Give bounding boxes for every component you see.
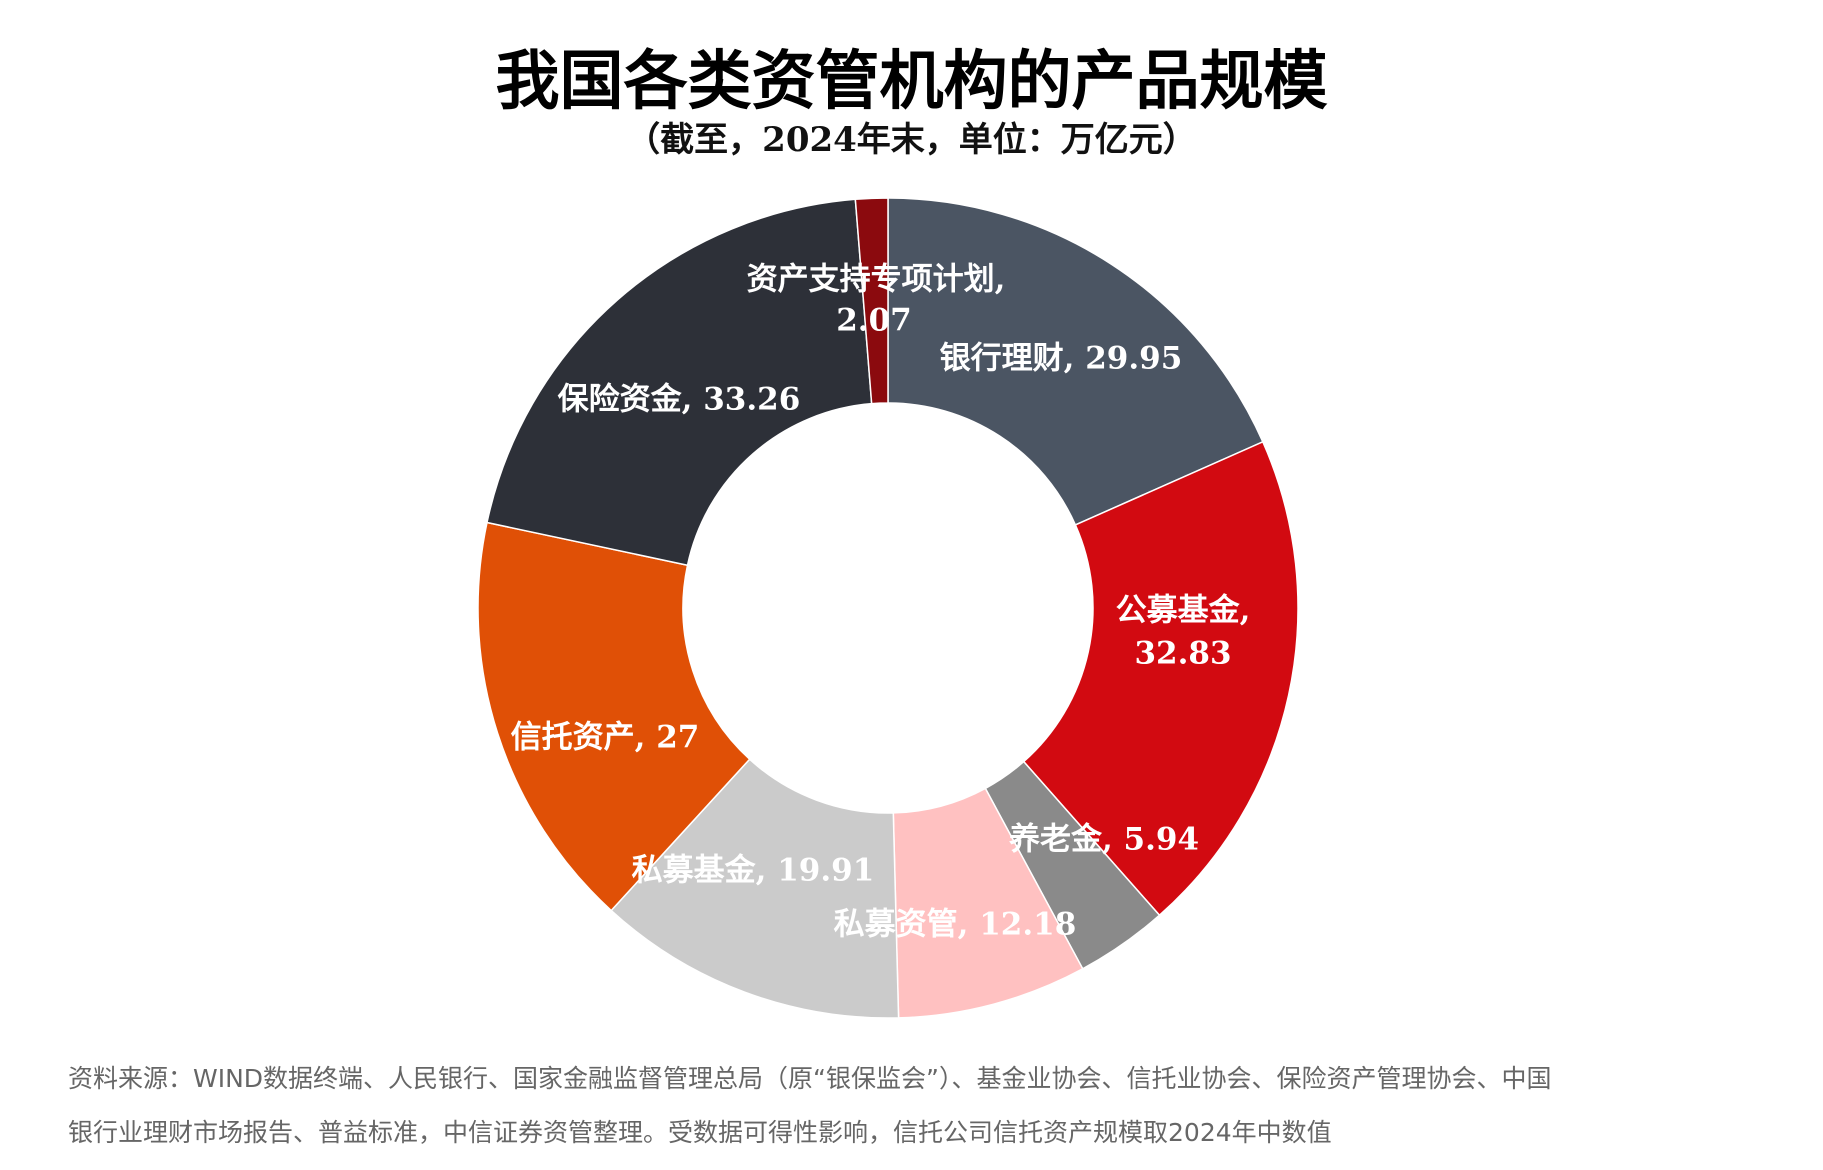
data-label-银行理财: 银行理财, 29.95 — [940, 341, 1183, 377]
chart-title: 我国各类资管机构的产品规模 — [495, 44, 1328, 119]
slice-保险资金 — [486, 198, 873, 567]
data-label-保险资金: 保险资金, 33.26 — [558, 382, 801, 418]
chart-subtitle: （截至，2024年末，单位：万亿元） — [626, 120, 1197, 160]
data-label-信托资产: 信托资产, 27 — [511, 720, 700, 756]
slice-私募基金 — [610, 758, 900, 1019]
slice-资产支持专项计划 — [854, 197, 889, 405]
source-line-2: 银行业理财市场报告、普益标准，中信证券资管整理。受数据可得性影响，信托公司信托资… — [68, 1118, 1332, 1147]
slice-公募基金 — [1022, 440, 1299, 917]
data-label-公募基金: 32.83 — [1134, 636, 1231, 672]
source-line-1: 资料来源：WIND数据终端、人民银行、国家金融监督管理总局（原“银保监会”）、基… — [68, 1064, 1552, 1093]
data-label-养老金: 养老金, 5.94 — [1009, 822, 1199, 858]
data-label-资产支持专项计划: 资产支持专项计划, — [747, 262, 1006, 298]
slice-信托资产 — [477, 521, 751, 912]
data-label-私募基金: 私募基金, 19.91 — [632, 853, 875, 889]
data-label-资产支持专项计划: 2.07 — [836, 303, 912, 339]
slice-银行理财 — [887, 197, 1264, 526]
data-label-私募资管: 私募资管, 12.18 — [834, 907, 1077, 943]
data-label-公募基金: 公募基金, — [1116, 593, 1251, 629]
source-note: 资料来源：WIND数据终端、人民银行、国家金融监督管理总局（原“银保监会”）、基… — [68, 1052, 1768, 1160]
